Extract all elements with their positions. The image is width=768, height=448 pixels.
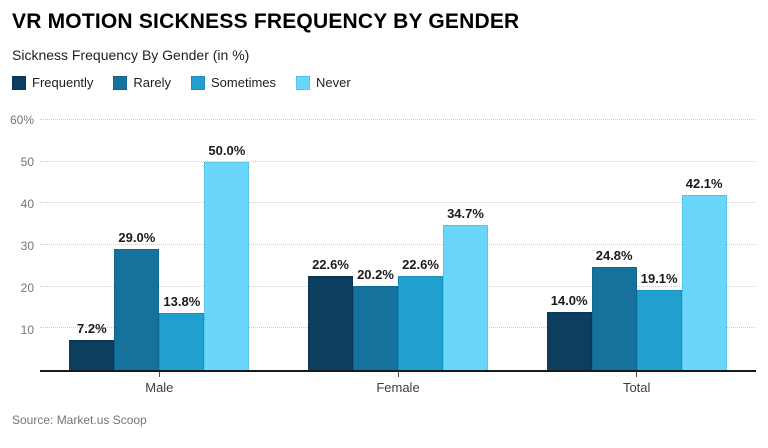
bar-sometimes-total[interactable]: 19.1% xyxy=(636,271,682,370)
source-note: Source: Market.us Scoop xyxy=(12,413,147,427)
legend-swatch-icon xyxy=(113,75,128,90)
x-axis-labels: Male Female Total xyxy=(40,372,756,395)
bar-value-label: 50.0% xyxy=(208,142,246,158)
chart-title: VR MOTION SICKNESS FREQUENCY BY GENDER xyxy=(12,10,520,33)
y-tick-label: 60% xyxy=(9,113,34,127)
bar-frequently-male[interactable]: 7.2% xyxy=(69,321,115,370)
bar-rarely-total[interactable]: 24.8% xyxy=(591,248,637,370)
bar-value-label: 29.0% xyxy=(118,230,156,246)
x-category-total: Total xyxy=(517,372,756,395)
y-tick-label: 20 xyxy=(20,281,34,295)
bar-groups: 7.2% 29.0% 13.8% 50.0% 22.6% 20.2% 22.6% 34.7% 1… xyxy=(40,120,756,370)
bar-group-male: 7.2% 29.0% 13.8% 50.0% xyxy=(40,120,279,370)
bar-value-label: 22.6% xyxy=(312,256,349,272)
bar-frequently-total[interactable]: 14.0% xyxy=(546,293,592,370)
bar-rarely-male[interactable]: 29.0% xyxy=(114,230,160,370)
bar-value-label: 24.8% xyxy=(595,247,633,263)
x-category-label: Female xyxy=(376,380,420,395)
chart-area: 60% 50 40 30 20 10 7.2% 29.0% 13.8% 50.0% 22.6% 20… xyxy=(10,113,756,372)
x-tick-mark xyxy=(636,372,638,377)
bar-value-label: 14.0% xyxy=(550,292,588,308)
legend-item-never[interactable]: Never xyxy=(296,75,351,90)
x-tick-mark xyxy=(397,372,399,377)
bar-rarely-female[interactable]: 20.2% xyxy=(353,267,398,370)
bar-value-label: 7.2% xyxy=(77,321,107,336)
legend-label: Frequently xyxy=(32,75,94,90)
plot-area: 7.2% 29.0% 13.8% 50.0% 22.6% 20.2% 22.6% 34.7% 1… xyxy=(40,119,756,372)
legend-label: Sometimes xyxy=(211,75,277,90)
bar-value-label: 42.1% xyxy=(685,175,723,191)
y-tick-label: 30 xyxy=(20,239,34,253)
y-axis-labels: 60% 50 40 30 20 10 xyxy=(10,113,40,372)
x-category-female: Female xyxy=(279,372,518,395)
bar-group-total: 14.0% 24.8% 19.1% 42.1% xyxy=(517,120,756,370)
y-tick-label: 50 xyxy=(20,155,34,169)
bar-frequently-female[interactable]: 22.6% xyxy=(308,257,353,370)
x-category-male: Male xyxy=(40,372,279,395)
x-category-label: Total xyxy=(622,380,651,395)
bar-never-male[interactable]: 50.0% xyxy=(204,143,250,370)
legend-label: Never xyxy=(316,75,351,90)
gridline-50 xyxy=(40,160,756,162)
bar-group-female: 22.6% 20.2% 22.6% 34.7% xyxy=(279,120,518,370)
bar-never-total[interactable]: 42.1% xyxy=(681,176,727,370)
legend-item-frequently[interactable]: Frequently xyxy=(12,75,93,90)
x-tick-mark xyxy=(158,372,160,377)
legend-swatch-icon xyxy=(12,75,26,90)
x-category-label: Male xyxy=(145,380,174,395)
legend-swatch-icon xyxy=(296,75,311,90)
bar-value-label: 20.2% xyxy=(357,266,394,282)
y-tick-label: 40 xyxy=(20,197,34,211)
legend: Frequently Rarely Sometimes Never xyxy=(12,75,756,90)
bar-sometimes-male[interactable]: 13.8% xyxy=(159,294,205,370)
gridline-30 xyxy=(40,244,756,245)
legend-swatch-icon xyxy=(191,75,205,90)
bar-value-label: 22.6% xyxy=(402,256,439,272)
chart-subtitle: Sickness Frequency By Gender (in %) xyxy=(12,47,250,63)
gridline-40 xyxy=(40,202,756,204)
bar-value-label: 13.8% xyxy=(163,293,201,309)
bar-never-female[interactable]: 34.7% xyxy=(443,206,488,370)
y-tick-label: 10 xyxy=(20,323,34,337)
legend-item-rarely[interactable]: Rarely xyxy=(113,75,171,90)
gridline-60 xyxy=(40,119,756,120)
legend-label: Rarely xyxy=(133,75,171,90)
bar-value-label: 19.1% xyxy=(640,271,678,287)
legend-item-sometimes[interactable]: Sometimes xyxy=(191,75,276,90)
bar-sometimes-female[interactable]: 22.6% xyxy=(398,257,443,370)
bar-value-label: 34.7% xyxy=(447,206,484,222)
